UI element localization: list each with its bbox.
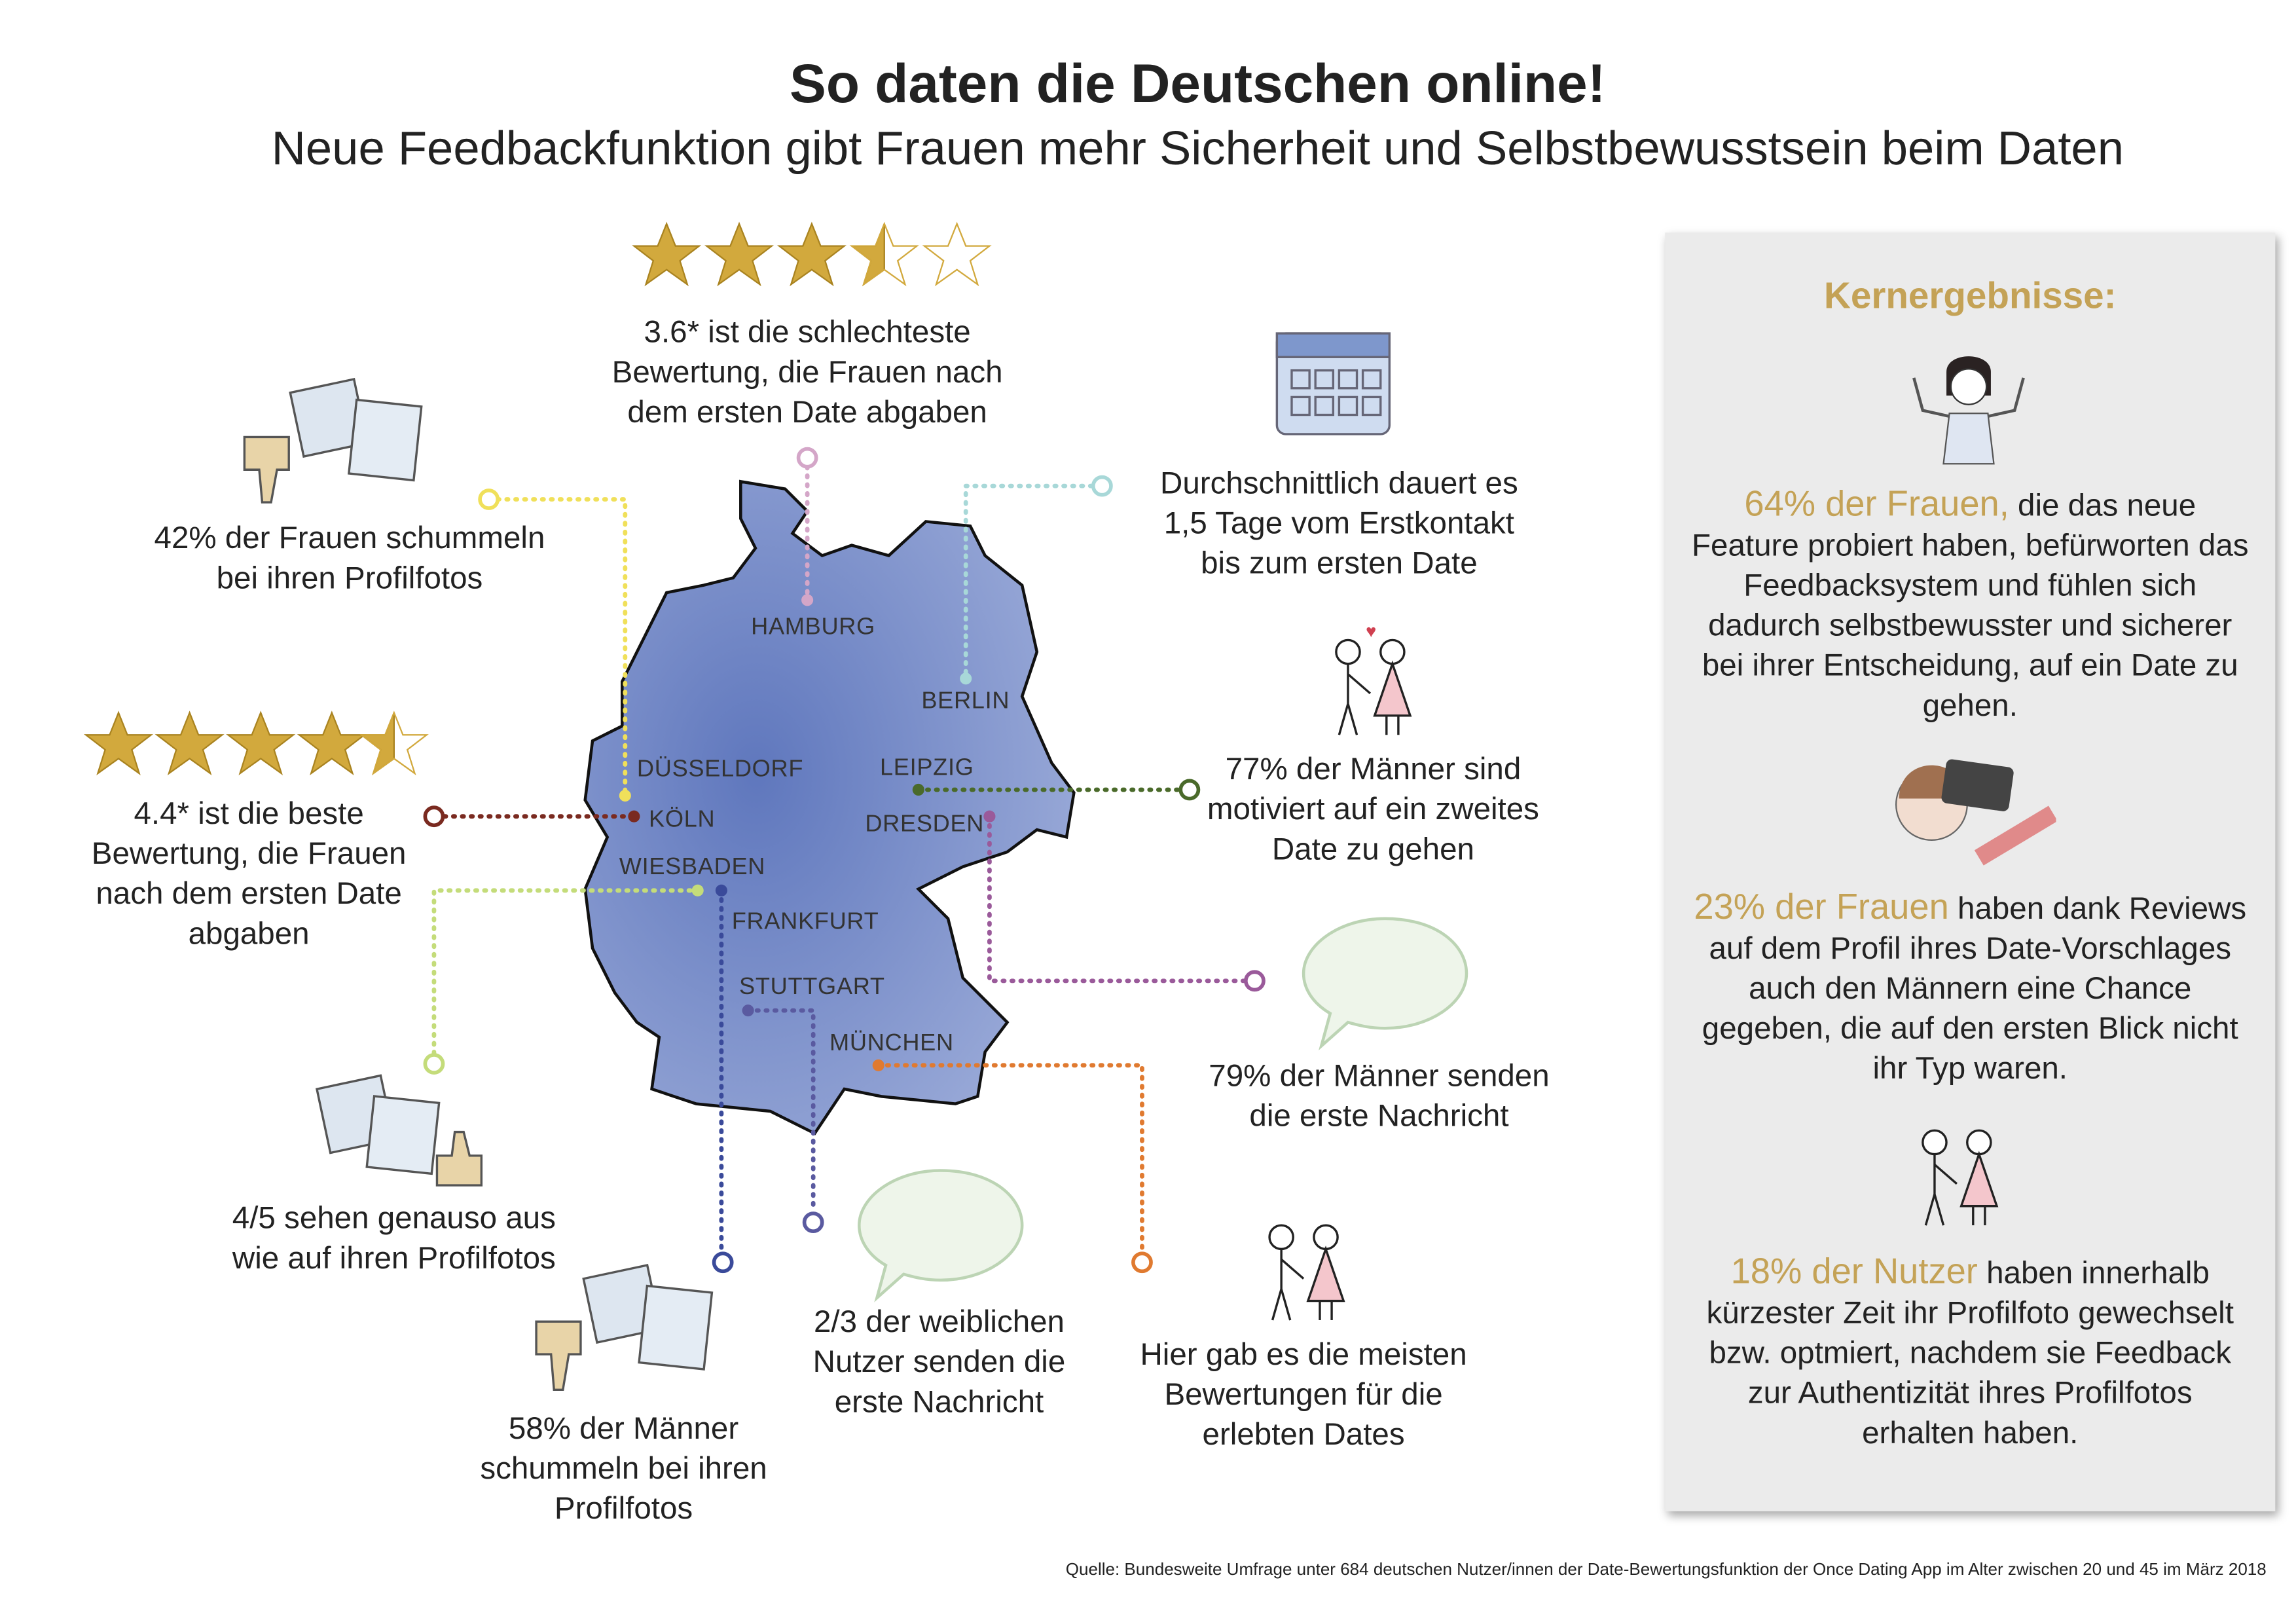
- connector-lightgreen: [431, 888, 701, 1056]
- germany-outline: [583, 479, 1076, 1135]
- photos-thumbs-down-icon: [243, 378, 423, 504]
- photos-thumbs-up-icon: [315, 1074, 483, 1187]
- fact-most-reviews: Hier gab es die meisten Bewertungen für …: [1140, 1338, 1467, 1452]
- panel-title: Kernergebnisse:: [1824, 275, 2117, 318]
- key-result-3: 18% der Nutzer haben innerhalb kürzester…: [1706, 1251, 2234, 1451]
- city-label-frankfurt: FRANKFURT: [731, 910, 879, 935]
- couple-icon-panel: [1922, 1129, 1999, 1226]
- city-label-duesseldorf: DÜSSELDORF: [636, 757, 804, 783]
- connector-violet: [746, 1008, 816, 1215]
- key-results-panel: Kernergebnisse: 64% der Frauen, die das …: [1665, 232, 2276, 1511]
- photos-thumbs-down-icon-men: [535, 1264, 714, 1392]
- star-rating-4-4: [83, 710, 429, 775]
- key-result-1: 64% der Frauen, die das neue Feature pro…: [1691, 484, 2249, 724]
- connector-purple: [987, 814, 1247, 984]
- fact-look-same: 4/5 sehen genauso aus wie auf ihren Prof…: [232, 1201, 556, 1276]
- city-label-wiesbaden: WIESBADEN: [619, 855, 766, 880]
- key-result-2: 23% der Frauen haben dank Reviews auf de…: [1694, 887, 2247, 1086]
- fact-days-to-date: Durchschnittlich dauert es 1,5 Tage vom …: [1160, 466, 1518, 581]
- svg-text:♥: ♥: [1366, 621, 1376, 641]
- calendar-icon: [1275, 332, 1391, 435]
- speech-bubble-icon: [858, 917, 1468, 1302]
- connector-yellow: [495, 497, 628, 798]
- fact-men-cheat: 58% der Männer schummeln bei ihren Profi…: [480, 1412, 767, 1526]
- fact-best-rating: 4.4* ist die beste Bewertung, die Frauen…: [91, 797, 407, 951]
- city-label-hamburg: HAMBURG: [751, 614, 875, 640]
- fact-first-message-men: 79% der Männer senden die erste Nachrich…: [1209, 1059, 1550, 1134]
- page-subtitle: Neue Feedbackfunktion gibt Frauen mehr S…: [271, 121, 2124, 175]
- couple-icon: ♥: [1268, 621, 1412, 1321]
- fact-worst-rating: 3.6* ist die schlechteste Bewertung, die…: [611, 315, 1003, 430]
- woman-flexing-icon: [1912, 356, 2025, 465]
- city-label-leipzig: LEIPZIG: [879, 755, 974, 781]
- city-label-berlin: BERLIN: [921, 689, 1010, 714]
- fact-second-date: 77% der Männer sind motiviert auf ein zw…: [1207, 752, 1539, 867]
- city-label-muenchen: MÜNCHEN: [829, 1031, 954, 1057]
- selfie-icon: [1895, 759, 2056, 866]
- city-label-dresden: DRESDEN: [865, 811, 985, 838]
- connector-teal: [963, 483, 1094, 681]
- fact-women-cheat: 42% der Frauen schummeln bei ihren Profi…: [154, 521, 545, 596]
- star-rating-3-6: [632, 221, 992, 287]
- page-title: So daten die Deutschen online!: [790, 53, 1606, 115]
- fact-first-message-women: 2/3 der weiblichen Nutzer senden die ers…: [812, 1305, 1066, 1420]
- source-note: Quelle: Bundesweite Umfrage unter 684 de…: [1065, 1561, 2267, 1579]
- city-label-koeln: KÖLN: [649, 807, 716, 833]
- city-label-stuttgart: STUTTGART: [739, 974, 885, 1001]
- connector-orange: [876, 1063, 1144, 1255]
